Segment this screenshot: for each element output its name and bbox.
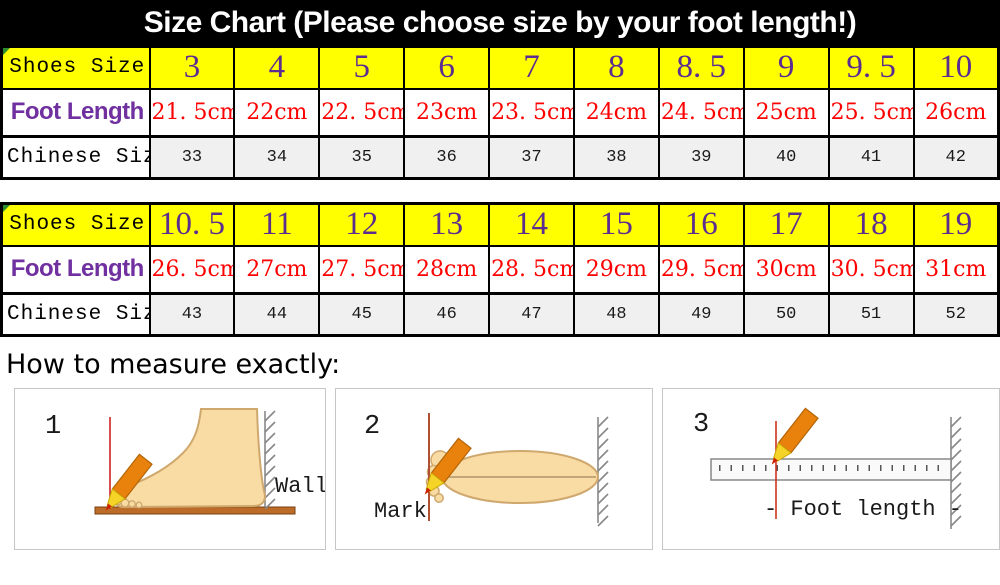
foot-length-cell: 24cm [572,87,660,138]
wall-hatch-icon [264,410,276,510]
chinese-size-cell: 34 [233,135,321,180]
step-number: 1 [45,412,61,442]
shoes-size-cell: 6 [403,45,491,90]
shoes-size-cell: 9. 5 [827,45,915,90]
size-table-1: Shoes Size 3 4 5 6 7 8 8. 5 9 9. 5 10 Fo… [0,45,1000,180]
chinese-size-label: Chinese Size [0,135,151,180]
chinese-size-row: Chinese Size 43 44 45 46 47 48 49 50 51 … [0,292,1000,337]
foot-length-cell: 30. 5cm [827,244,915,295]
measure-step-2-illustration: 2 [364,412,609,527]
mark-label: Mark [374,499,427,524]
shoes-size-cell: 10 [912,45,1000,90]
shoes-size-row: Shoes Size 3 4 5 6 7 8 8. 5 9 9. 5 10 [0,45,1000,90]
measure-heading: How to measure exactly: [6,349,341,380]
corner-flag-icon [3,48,10,55]
chinese-size-cell: 50 [742,292,830,337]
measure-step-2-panel: 2 [335,388,653,550]
foot-length-cell: 22cm [233,87,321,138]
measure-step-1-panel: 1 Wall [14,388,326,550]
chinese-size-cell: 46 [403,292,491,337]
chinese-size-cell: 38 [572,135,660,180]
shoes-size-cell: 9 [742,45,830,90]
page-title: Size Chart (Please choose size by your f… [143,5,857,39]
foot-length-cell: 25. 5cm [827,87,915,138]
foot-length-cell: 27. 5cm [318,244,406,295]
step-number: 3 [693,410,709,440]
shoes-size-cell: 16 [657,202,745,247]
foot-length-cell: 30cm [742,244,830,295]
foot-length-cell: 29cm [572,244,660,295]
chinese-size-row: Chinese Size 33 34 35 36 37 38 39 40 41 … [0,135,1000,180]
shoes-size-label: Shoes Size [0,45,151,90]
foot-length-cell: 28. 5cm [488,244,575,295]
pencil-icon [771,407,819,465]
foot-length-cell: 29. 5cm [657,244,745,295]
measure-step-3-panel: 3 - Foot length - [662,388,1000,550]
chinese-size-cell: 42 [912,135,1000,180]
shoes-size-row: Shoes Size 10. 5 11 12 13 14 15 16 17 18… [0,202,1000,247]
chinese-size-cell: 40 [742,135,830,180]
shoes-size-cell: 13 [403,202,491,247]
chinese-size-cell: 36 [403,135,491,180]
foot-length-cell: 28cm [403,244,491,295]
shoes-size-cell: 12 [318,202,406,247]
foot-length-cell: 25cm [742,87,830,138]
shoes-size-cell: 5 [318,45,406,90]
ruler-icon [710,458,952,481]
foot-length-cell: 21. 5cm [148,87,236,138]
pencil-icon [424,437,472,495]
foot-length-cell: 24. 5cm [657,87,745,138]
pencil-icon [105,453,153,511]
shoes-size-cell: 18 [827,202,915,247]
chinese-size-cell: 39 [657,135,745,180]
chinese-size-cell: 37 [488,135,575,180]
title-bar: Size Chart (Please choose size by your f… [0,0,1000,45]
foot-length-label: Foot Length [0,244,151,295]
wall-hatch-icon [597,416,609,527]
foot-length-row: Foot Length 26. 5cm 27cm 27. 5cm 28cm 28… [0,244,1000,295]
chinese-size-label: Chinese Size [0,292,151,337]
foot-length-label: Foot Length [0,87,151,138]
foot-length-cell: 22. 5cm [318,87,406,138]
size-table-2: Shoes Size 10. 5 11 12 13 14 15 16 17 18… [0,202,1000,337]
table-gap [0,180,1000,202]
chinese-size-cell: 47 [488,292,575,337]
chinese-size-cell: 49 [657,292,745,337]
corner-flag-icon [3,205,10,212]
shoes-size-label: Shoes Size [0,202,151,247]
chinese-size-cell: 52 [912,292,1000,337]
shoes-size-cell: 19 [912,202,1000,247]
shoes-size-cell: 17 [742,202,830,247]
foot-length-label: - Foot length - [764,497,962,522]
chinese-size-cell: 51 [827,292,915,337]
shoes-size-cell: 7 [488,45,575,90]
foot-length-cell: 26. 5cm [148,244,236,295]
measure-step-3-illustration: 3 - Foot length - [693,407,962,529]
chinese-size-cell: 41 [827,135,915,180]
shoes-size-cell: 8. 5 [657,45,745,90]
shoes-size-cell: 8 [572,45,660,90]
measure-panels: 1 Wall [0,388,1000,550]
shoes-size-cell: 3 [148,45,236,90]
chinese-size-cell: 43 [148,292,236,337]
chinese-size-cell: 35 [318,135,406,180]
shoes-size-cell: 11 [233,202,321,247]
shoes-size-cell: 10. 5 [148,202,236,247]
foot-length-cell: 23cm [403,87,491,138]
foot-length-cell: 26cm [912,87,1000,138]
foot-length-cell: 31cm [912,244,1000,295]
chinese-size-cell: 45 [318,292,406,337]
shoes-size-cell: 4 [233,45,321,90]
chinese-size-cell: 48 [572,292,660,337]
shoes-size-cell: 15 [572,202,660,247]
measure-step-1-illustration: 1 Wall [45,408,325,515]
shoes-size-cell: 14 [488,202,575,247]
foot-length-cell: 23. 5cm [488,87,575,138]
wall-label: Wall [275,474,325,499]
chinese-size-cell: 33 [148,135,236,180]
foot-length-row: Foot Length 21. 5cm 22cm 22. 5cm 23cm 23… [0,87,1000,138]
foot-length-cell: 27cm [233,244,321,295]
chinese-size-cell: 44 [233,292,321,337]
step-number: 2 [364,412,380,442]
